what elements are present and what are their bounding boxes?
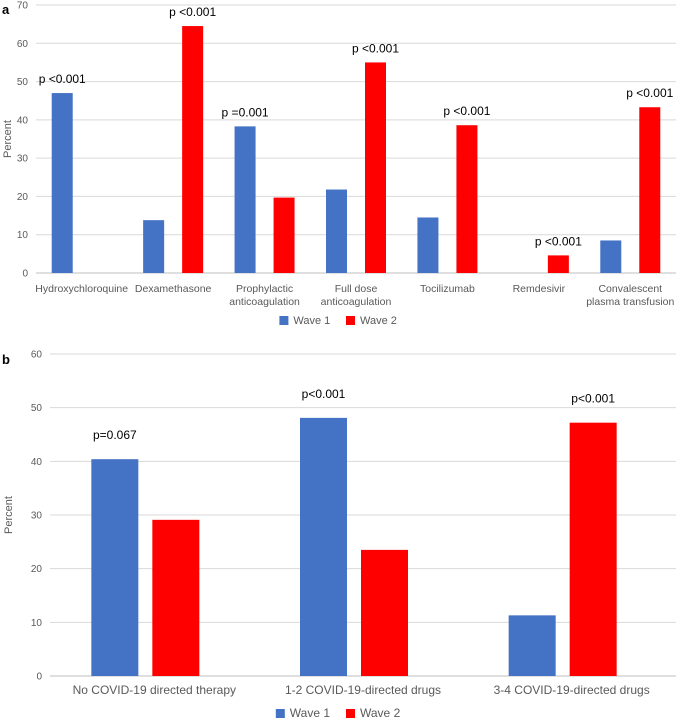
y-tick-label: 70 [17, 1, 29, 12]
y-tick-label: 10 [17, 230, 29, 241]
legend: Wave 1 Wave 2 [279, 315, 397, 327]
panel-a-chart: 0 10 20 30 40 50 60 70 Percent p <0.001 p <0.001 p … [2, 1, 676, 327]
panel-a-label: a [2, 2, 10, 17]
bar-wave-1 [326, 189, 347, 273]
legend-swatch [275, 709, 285, 718]
legend-entry: Wave 2 [360, 315, 397, 327]
bar-wave-2 [152, 519, 200, 676]
bar-wave-1 [51, 93, 73, 273]
category-label: Remdesivir [513, 283, 566, 295]
bar-wave-1 [508, 615, 556, 676]
y-tick-label: 50 [17, 77, 29, 88]
bar-wave-2 [639, 107, 661, 273]
bar-wave-1 [91, 459, 139, 676]
p-value-annotation: p <0.001 [169, 5, 216, 19]
category-label: Dexamethasone [135, 283, 212, 295]
y-axis-label: Percent [3, 496, 15, 534]
p-value-annotation: p <0.001 [352, 41, 399, 55]
legend: Wave 1 Wave 2 [275, 706, 401, 720]
bar-wave-1 [234, 126, 256, 273]
category-label: 3-4 COVID-19-directed drugs [494, 683, 650, 697]
bar-wave-2 [361, 549, 408, 676]
y-tick-label: 10 [31, 618, 43, 629]
category-label: Tocilizumab [420, 283, 475, 295]
category-label: Prophylactic anticoagulation [229, 283, 300, 308]
legend-entry: Wave 2 [360, 706, 401, 720]
panel-b-chart: 0 10 20 30 40 50 60 Percent p=0.067 p<0.001 p<0.00… [3, 350, 676, 720]
y-tick-label: 20 [17, 192, 29, 203]
y-tick-label: 40 [17, 115, 29, 126]
y-tick-label: 20 [31, 564, 43, 575]
category-label: No COVID-19 directed therapy [73, 683, 236, 697]
category-label: Full dose anticoagulation [321, 283, 392, 308]
p-value-annotation: p<0.001 [302, 387, 346, 401]
y-tick-label: 40 [31, 457, 43, 468]
bar-wave-2 [273, 197, 295, 273]
p-value-annotation: p <0.001 [443, 104, 490, 118]
legend-entry: Wave 1 [290, 706, 331, 720]
panel-b-label: b [2, 352, 10, 367]
bar-wave-2 [365, 62, 386, 273]
p-value-annotation: p <0.001 [626, 86, 673, 100]
bar-wave-2 [182, 26, 204, 273]
y-tick-label: 30 [17, 154, 29, 165]
y-tick-label: 60 [31, 350, 43, 361]
y-tick-label: 60 [17, 39, 29, 50]
bar-wave-2 [547, 255, 569, 273]
y-axis-label: Percent [2, 120, 14, 158]
y-tick-label: 0 [36, 672, 42, 683]
y-tick-label: 0 [22, 269, 28, 280]
legend-swatch [346, 709, 355, 718]
bar-wave-1 [417, 217, 439, 273]
category-label: Hydroxychloroquine [35, 283, 128, 295]
p-value-annotation: p <0.001 [535, 234, 582, 248]
y-tick-label: 50 [31, 403, 43, 414]
p-value-annotation: p =0.001 [222, 105, 269, 119]
bar-wave-1 [300, 417, 347, 676]
bar-wave-1 [600, 240, 622, 273]
bar-wave-2 [456, 125, 478, 274]
category-label: Convalescent plasma transfusion [586, 283, 674, 308]
p-value-annotation: p=0.067 [93, 428, 137, 442]
y-tick-label: 30 [31, 511, 43, 522]
legend-swatch [346, 316, 355, 325]
bar-wave-2 [569, 422, 617, 676]
category-label: 1-2 COVID-19-directed drugs [285, 683, 441, 697]
legend-swatch [279, 316, 289, 325]
p-value-annotation: p <0.001 [39, 72, 86, 86]
bar-wave-1 [143, 220, 165, 273]
p-value-annotation: p<0.001 [571, 392, 615, 406]
legend-entry: Wave 1 [293, 315, 330, 327]
